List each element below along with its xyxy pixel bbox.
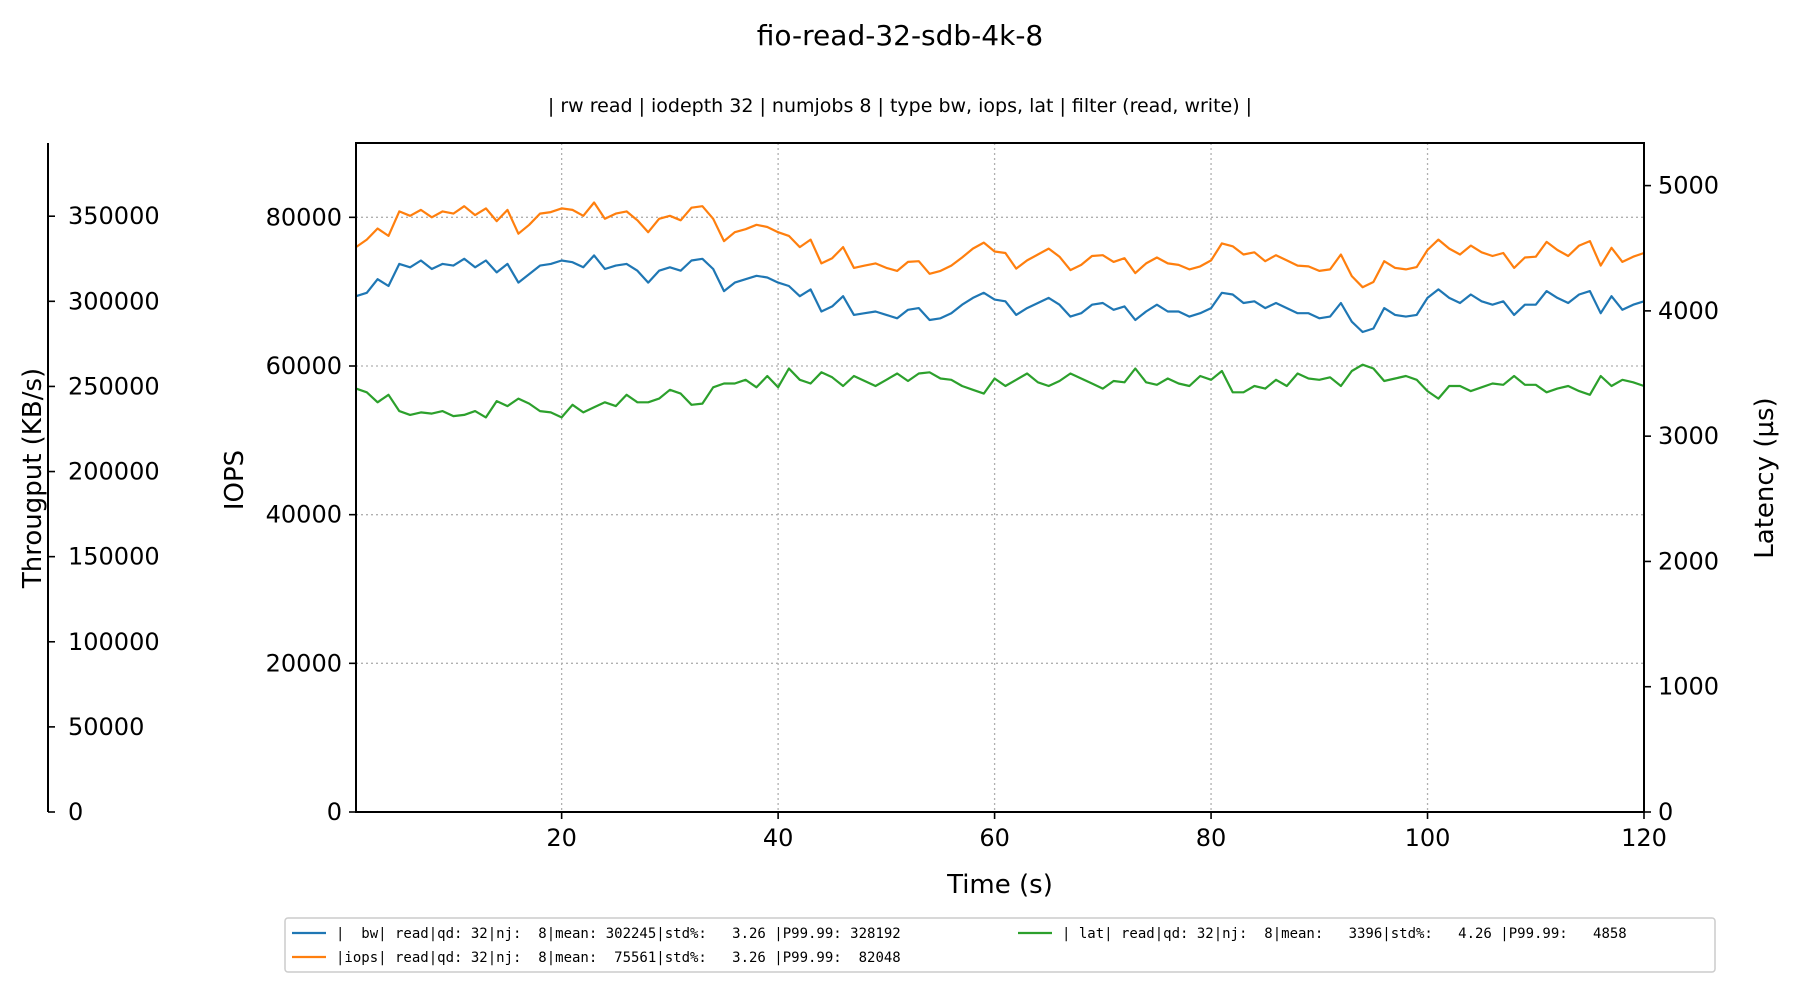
iops-tick-label-60000: 60000 [266,352,342,380]
iops-tick-label-40000: 40000 [266,501,342,529]
bw-tick-label-350000: 350000 [68,202,160,230]
iops-tick-label-0: 0 [327,798,342,826]
chart-title: fio-read-32-sdb-4k-8 [757,19,1043,52]
x-tick-label-100: 100 [1405,824,1451,852]
lat-tick-label-3000: 3000 [1658,422,1719,450]
bw-tick-label-200000: 200000 [68,458,160,486]
lat-tick-label-4000: 4000 [1658,297,1719,325]
series-line-iops [355,201,1645,289]
x-axis-label: Time (s) [946,870,1053,900]
axes [47,142,1645,813]
legend-box [284,917,1716,973]
iops-tick-label-20000: 20000 [266,649,342,677]
plot-frame [355,142,1645,813]
x-tick-label-120: 120 [1621,824,1667,852]
lat-axis-label: Latency (µs) [1750,397,1780,558]
iops-tick-label-80000: 80000 [266,203,342,231]
legend-entry-lat: | lat| read|qd: 32|nj: 8|mean: 3396|std%… [1062,926,1627,942]
x-tick-label-40: 40 [763,824,794,852]
bw-tick-label-250000: 250000 [68,372,160,400]
grid [356,143,1645,813]
bw-tick-label-0: 0 [68,798,83,826]
x-tick-label-20: 20 [546,824,577,852]
series-line-lat [355,363,1645,419]
series-layer [355,201,1645,419]
iops-axis-label: IOPS [220,450,250,510]
legend-entry-iops: |iops| read|qd: 32|nj: 8|mean: 75561|std… [336,950,901,966]
bw-axis-label: Througput (KB/s) [18,368,48,589]
legend-entry-bw: | bw| read|qd: 32|nj: 8|mean: 302245|std… [336,926,901,942]
ticks: 20 40 60 80 100 12002000040000600008000001000… [48,172,1719,852]
bw-tick-label-100000: 100000 [68,628,160,656]
chart-subtitle: | rw read | iodepth 32 | numjobs 8 | typ… [548,95,1252,117]
lat-tick-label-2000: 2000 [1658,547,1719,575]
lat-tick-label-0: 0 [1658,798,1673,826]
series-line-bw [355,254,1645,334]
x-tick-label-60: 60 [979,824,1010,852]
lat-tick-label-5000: 5000 [1658,172,1719,200]
bw-tick-label-150000: 150000 [68,543,160,571]
bw-tick-label-300000: 300000 [68,287,160,315]
x-tick-label-80: 80 [1196,824,1227,852]
bw-tick-label-50000: 50000 [68,713,144,741]
lat-tick-label-1000: 1000 [1658,673,1719,701]
legend: | bw| read|qd: 32|nj: 8|mean: 302245|std… [284,917,1716,973]
